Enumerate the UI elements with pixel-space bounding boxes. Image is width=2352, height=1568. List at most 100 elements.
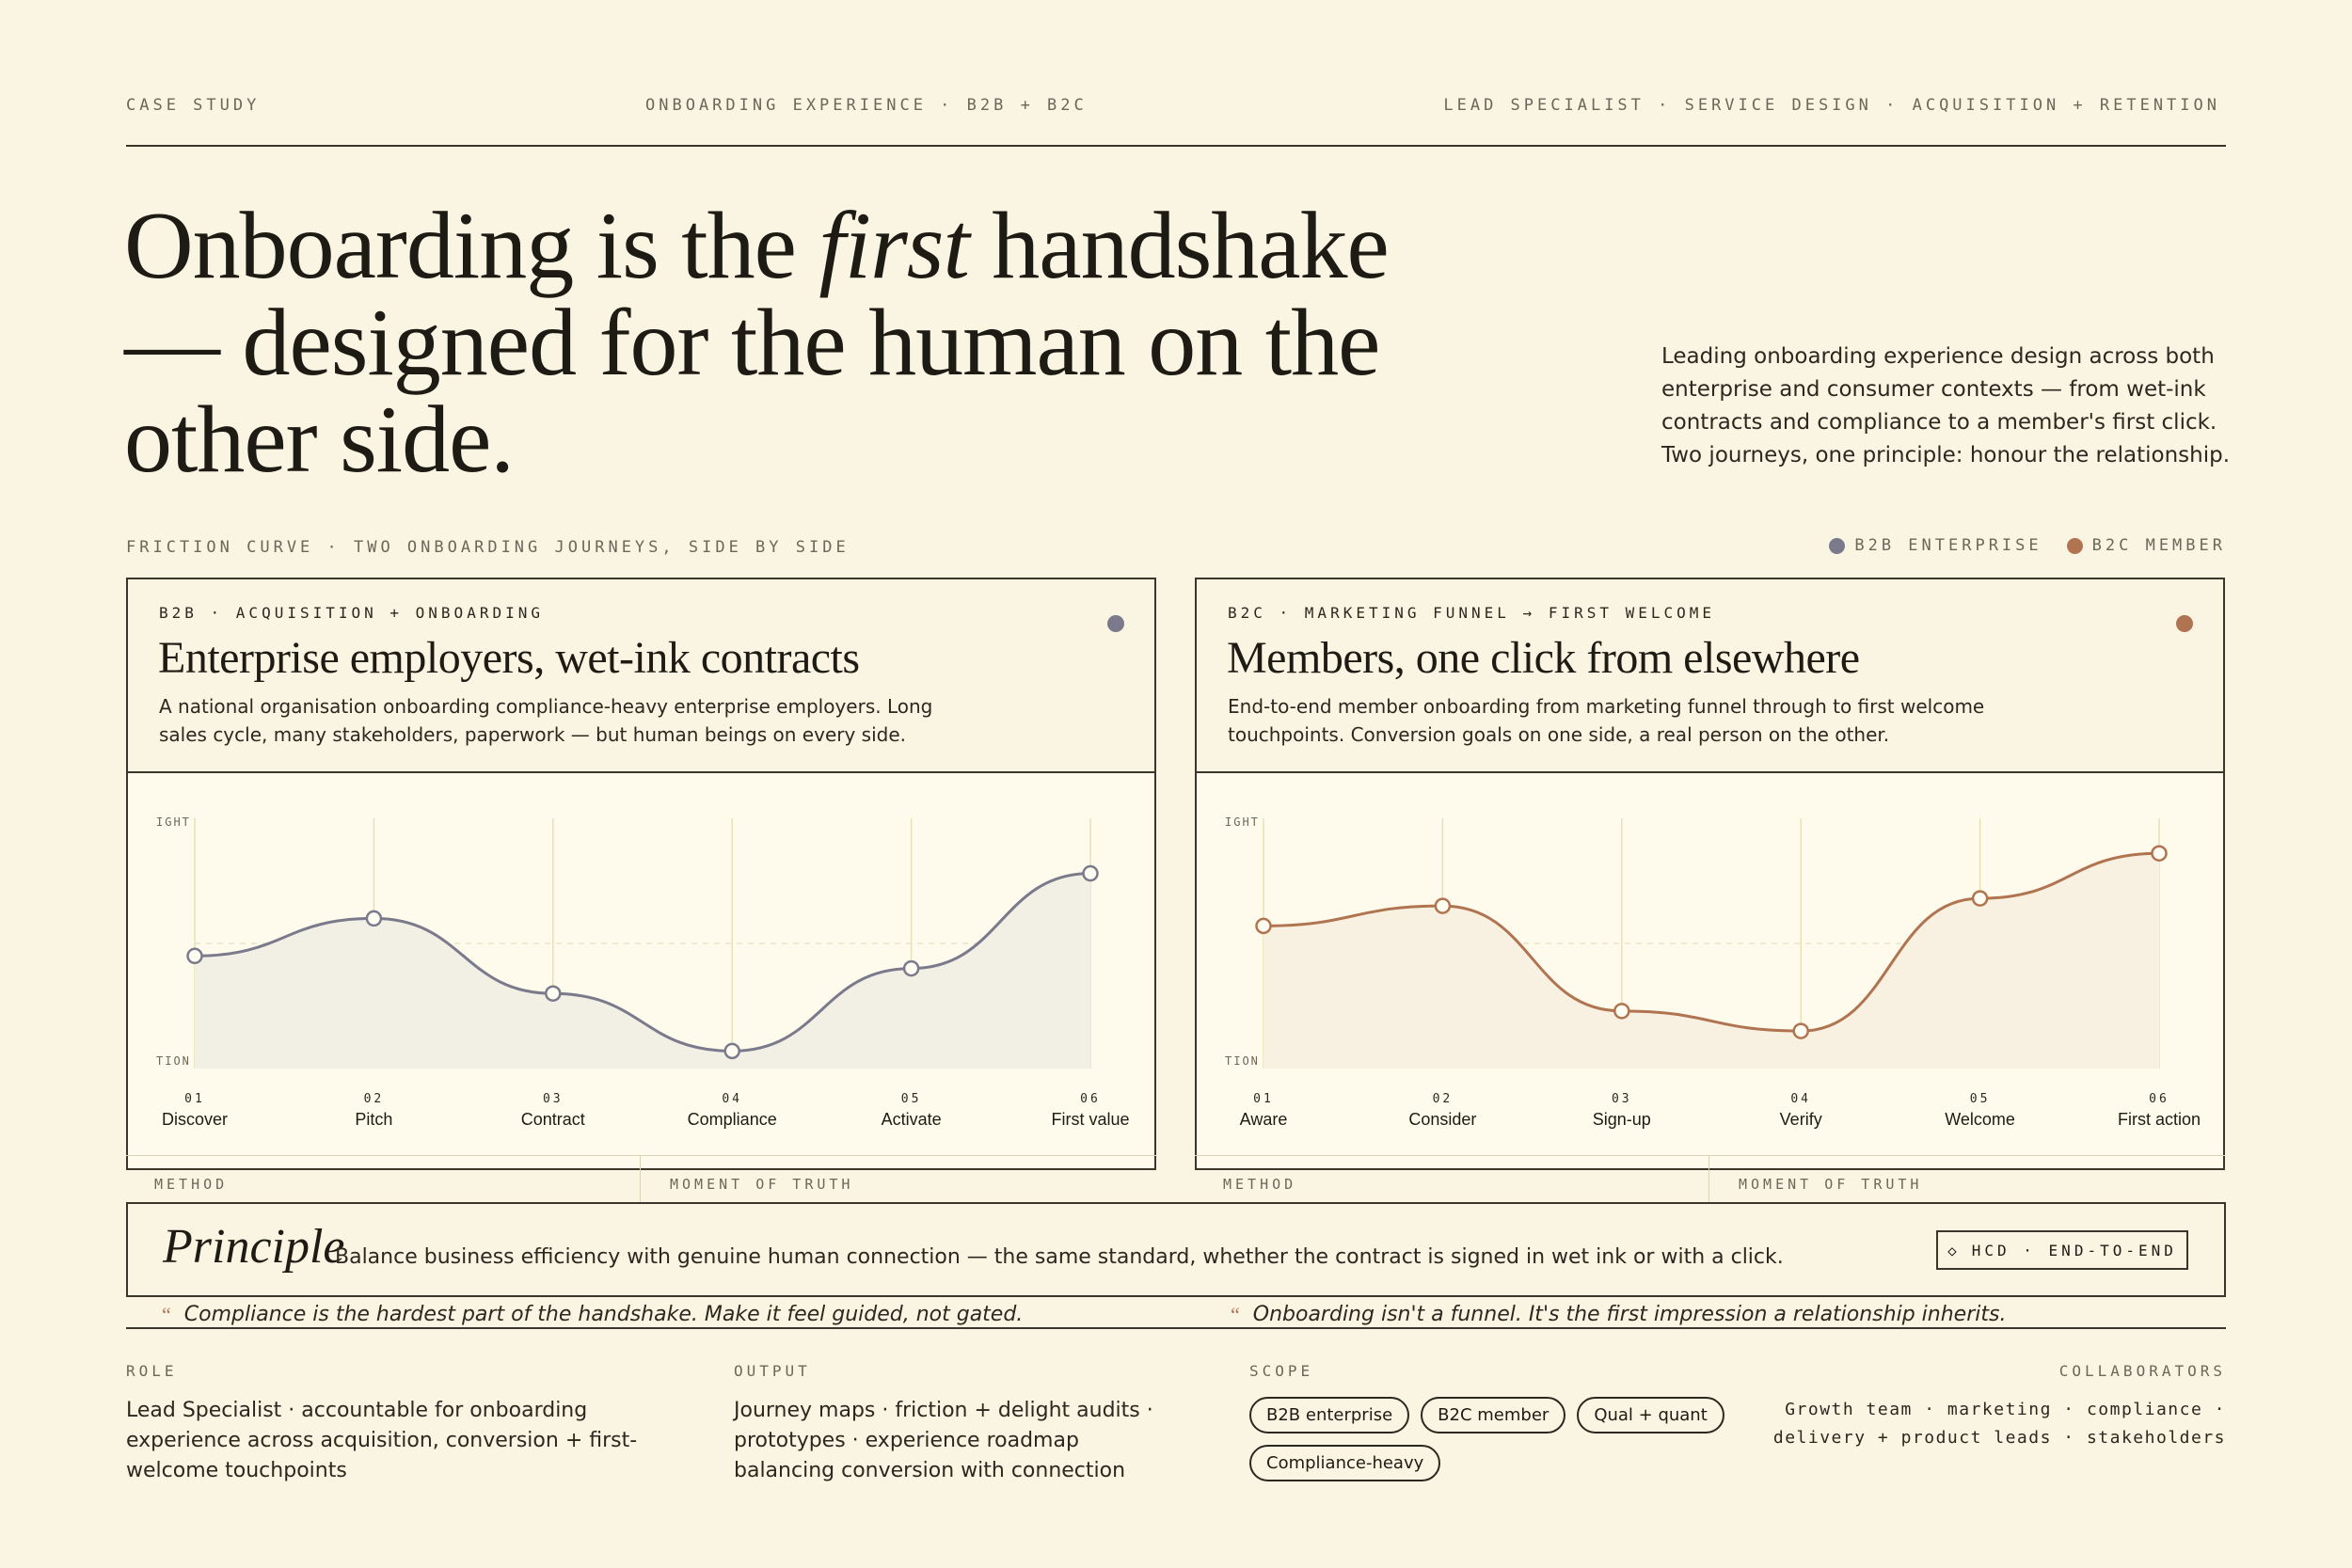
data-point: [186, 947, 203, 965]
method-row-b2b: METHOD MOMENT OF TRUTH: [126, 1155, 1156, 1202]
step-number: 06: [2149, 1092, 2169, 1106]
step-number: 03: [1612, 1092, 1632, 1106]
axis-label-bottom: TION: [1225, 1054, 1260, 1068]
output-label: OUTPUT: [734, 1362, 811, 1380]
friction-line: [1263, 851, 2160, 1033]
top-bar: CASE STUDY ONBOARDING EXPERIENCE · B2B +…: [126, 94, 2226, 147]
card-description: A national organisation onboarding compl…: [159, 695, 933, 746]
data-point: [1613, 1003, 1630, 1020]
top-bar-left: CASE STUDY: [126, 96, 261, 115]
step-number: 05: [1970, 1092, 1991, 1106]
method-label: METHOD: [1223, 1176, 1297, 1193]
data-point: [1255, 917, 1272, 935]
data-point: [365, 910, 383, 927]
top-bar-right: LEAD SPECIALIST · SERVICE DESIGN · ACQUI…: [1443, 96, 2220, 115]
hcd-badge: ◇ HCD · END-TO-END: [1936, 1230, 2188, 1270]
card-title: Members, one click from elsewhere: [1227, 633, 1860, 683]
step-number: 01: [184, 1092, 205, 1106]
step-number: 01: [1253, 1092, 1274, 1106]
quote-text: Compliance is the hardest part of the ha…: [183, 1303, 1024, 1326]
moment-of-truth-label: MOMENT OF TRUTH: [1739, 1176, 1923, 1193]
method-row-b2c: METHOD MOMENT OF TRUTH: [1195, 1155, 2225, 1202]
stage-label: First value: [1051, 1110, 1129, 1129]
scope-chip[interactable]: B2B enterprise: [1249, 1397, 1410, 1433]
section-label: FRICTION CURVE · TWO ONBOARDING JOURNEYS…: [126, 538, 850, 557]
collaborators-label: COLLABORATORS: [2058, 1362, 2226, 1380]
moment-of-truth-label: MOMENT OF TRUTH: [670, 1176, 854, 1193]
curve-area: [1263, 853, 2159, 1069]
hero-title-end: handshake — designed for the human on th…: [124, 193, 1390, 493]
friction-line: [194, 872, 1091, 1053]
step-number: 05: [901, 1092, 922, 1106]
legend-item-b2c: B2C MEMBER: [2066, 536, 2226, 555]
axis-label-top: IGHT: [156, 816, 191, 829]
data-point: [1971, 890, 1989, 907]
legend-dot-b2b: [1829, 537, 1846, 554]
badge-label: HCD · END-TO-END: [1971, 1241, 2177, 1259]
divider: [1708, 1155, 1709, 1202]
divider: [640, 1155, 641, 1202]
friction-chart-b2b: 01 Discover 02 Pitch 03 Contract 04 Compliance 0…: [128, 773, 1154, 1168]
principle-heading: Principle: [163, 1220, 345, 1274]
legend-label-b2b: B2B ENTERPRISE: [1854, 536, 2042, 555]
legend-label-b2c: B2C MEMBER: [2091, 536, 2226, 555]
top-bar-mid: ONBOARDING EXPERIENCE · B2B + B2C: [645, 96, 1088, 115]
role-label: ROLE: [126, 1362, 178, 1380]
principle-text: Balance business efficiency with genuine…: [335, 1245, 1784, 1269]
legend: B2B ENTERPRISE B2C MEMBER: [1829, 536, 2226, 555]
step-number: 02: [1433, 1092, 1454, 1106]
hero-title-start: Onboarding is the: [124, 193, 819, 299]
card-eyebrow: B2C · MARKETING FUNNEL → FIRST WELCOME: [1228, 604, 1716, 622]
quotes-row: “ Compliance is the hardest part of the …: [126, 1297, 2226, 1329]
stage-label: Discover: [162, 1110, 228, 1129]
scope-chip[interactable]: Qual + quant: [1577, 1397, 1724, 1433]
scope-chip[interactable]: B2C member: [1421, 1397, 1566, 1433]
role-text: Lead Specialist · accountable for onboar…: [126, 1399, 638, 1482]
quote-mark-icon: “: [1231, 1303, 1240, 1326]
step-number: 04: [1790, 1092, 1811, 1106]
divider: [126, 1155, 1156, 1156]
quote-b2c: “ Onboarding isn't a funnel. It's the fi…: [1231, 1303, 2006, 1327]
data-point: [1082, 864, 1099, 882]
card-dot-icon: [2176, 615, 2193, 632]
hero-description: Leading onboarding experience design acr…: [1661, 344, 2231, 467]
journey-card-b2b: B2B · ACQUISITION + ONBOARDING Enterpris…: [126, 578, 1156, 1170]
divider: [1195, 1155, 2225, 1156]
data-point: [723, 1042, 740, 1060]
card-eyebrow: B2B · ACQUISITION + ONBOARDING: [159, 604, 544, 622]
card-description: End-to-end member onboarding from market…: [1228, 695, 1985, 746]
collaborators-text: Growth team · marketing · compliance · d…: [1772, 1400, 2226, 1448]
stage-label: Welcome: [1945, 1110, 2015, 1129]
hero-title: Onboarding is the first handshake — desi…: [124, 198, 1498, 488]
stage-label: Consider: [1408, 1110, 1476, 1129]
method-label: METHOD: [154, 1176, 229, 1193]
stage-label: Verify: [1780, 1110, 1822, 1129]
stage-label: Sign-up: [1593, 1110, 1651, 1129]
diamond-icon: ◇: [1947, 1241, 1961, 1259]
output-text: Journey maps · friction + delight audits…: [734, 1399, 1153, 1482]
card-header: B2B · ACQUISITION + ONBOARDING Enterpris…: [128, 579, 1154, 773]
step-number: 06: [1080, 1092, 1101, 1106]
card-title: Enterprise employers, wet-ink contracts: [158, 633, 860, 683]
data-point: [545, 985, 562, 1002]
stage-label: Activate: [882, 1110, 942, 1129]
data-point: [1434, 897, 1452, 914]
legend-dot-b2c: [2066, 537, 2083, 554]
stage-label: Aware: [1240, 1110, 1288, 1129]
card-header: B2C · MARKETING FUNNEL → FIRST WELCOME M…: [1197, 579, 2223, 773]
scope-chips: B2B enterprise B2C member Qual + quant C…: [1249, 1397, 1776, 1481]
stage-label: Contract: [521, 1110, 585, 1129]
curve-area: [195, 873, 1090, 1069]
stage-label: Pitch: [355, 1110, 392, 1129]
step-number: 04: [722, 1092, 742, 1106]
data-point: [902, 959, 920, 977]
journey-card-b2c: B2C · MARKETING FUNNEL → FIRST WELCOME M…: [1195, 578, 2225, 1170]
data-point: [2151, 845, 2168, 862]
legend-item-b2b: B2B ENTERPRISE: [1829, 536, 2042, 555]
principle-band: Principle Balance business efficiency wi…: [126, 1202, 2226, 1297]
scope-chip[interactable]: Compliance-heavy: [1249, 1445, 1441, 1481]
stage-label: First action: [2118, 1110, 2201, 1129]
hero-title-emphasis: first: [818, 193, 969, 299]
card-dot-icon: [1107, 615, 1124, 632]
data-point: [1792, 1022, 1809, 1039]
